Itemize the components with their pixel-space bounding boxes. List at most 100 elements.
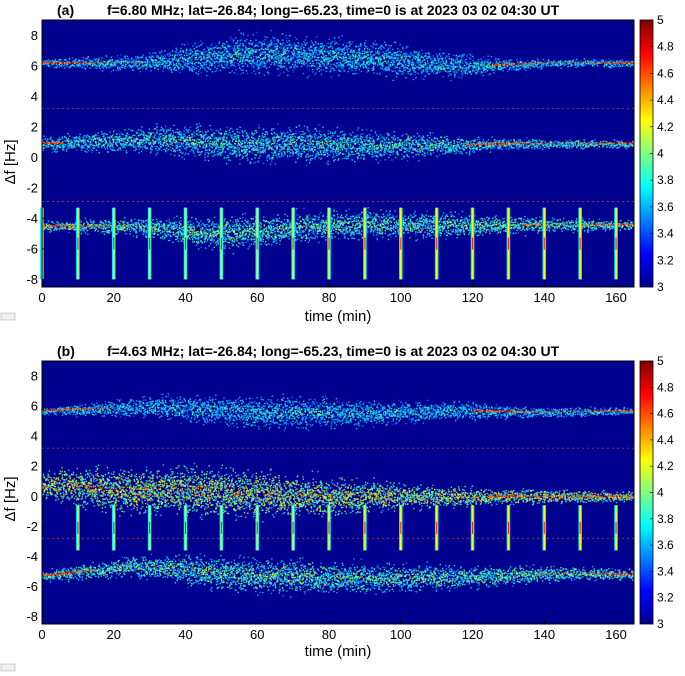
intensity-cell — [468, 64, 469, 65]
intensity-cell — [93, 139, 94, 140]
intensity-cell — [348, 62, 349, 63]
intensity-cell — [194, 155, 195, 156]
intensity-cell — [387, 67, 388, 68]
intensity-cell — [94, 137, 95, 138]
intensity-cell — [433, 63, 434, 64]
intensity-cell — [190, 49, 191, 50]
intensity-cell — [168, 129, 169, 130]
intensity-cell — [350, 55, 351, 56]
intensity-cell — [115, 61, 116, 62]
intensity-cell — [196, 141, 197, 142]
intensity-cell — [371, 51, 372, 52]
intensity-cell — [274, 46, 275, 47]
intensity-cell — [233, 54, 234, 55]
intensity-cell — [485, 69, 486, 70]
intensity-cell — [139, 144, 140, 145]
intensity-cell — [390, 55, 391, 56]
intensity-cell — [478, 59, 479, 60]
intensity-cell — [339, 65, 340, 66]
intensity-cell — [102, 141, 103, 142]
intensity-cell — [118, 149, 119, 150]
intensity-cell — [95, 59, 96, 60]
intensity-cell — [255, 40, 256, 41]
intensity-cell — [466, 62, 467, 63]
intensity-cell — [277, 48, 278, 49]
intensity-cell — [501, 61, 502, 62]
intensity-cell — [139, 67, 140, 68]
intensity-cell — [456, 58, 457, 59]
intensity-cell — [187, 140, 188, 141]
intensity-cell — [257, 62, 258, 63]
intensity-cell — [318, 49, 319, 50]
intensity-cell — [71, 145, 72, 146]
intensity-cell — [539, 67, 540, 68]
intensity-cell — [128, 65, 129, 66]
intensity-cell — [197, 73, 198, 74]
intensity-cell — [406, 48, 407, 49]
intensity-cell — [113, 131, 114, 132]
intensity-cell — [516, 67, 517, 68]
intensity-cell — [141, 133, 142, 134]
intensity-cell — [384, 42, 385, 43]
intensity-cell — [65, 144, 66, 145]
intensity-cell — [349, 41, 350, 42]
intensity-cell — [260, 55, 261, 56]
intensity-cell — [188, 129, 189, 130]
intensity-cell — [188, 54, 189, 55]
intensity-cell — [143, 54, 144, 55]
intensity-cell — [446, 68, 447, 69]
intensity-cell — [125, 58, 126, 59]
intensity-cell — [318, 68, 319, 69]
intensity-cell — [501, 70, 502, 71]
intensity-cell — [409, 61, 410, 62]
intensity-cell — [364, 53, 365, 54]
intensity-cell — [85, 58, 86, 59]
intensity-cell — [116, 70, 117, 71]
intensity-cell — [516, 65, 517, 66]
intensity-cell — [163, 145, 164, 146]
intensity-cell — [182, 138, 183, 139]
intensity-cell — [440, 71, 441, 72]
intensity-cell — [257, 68, 258, 69]
intensity-cell — [154, 65, 155, 66]
intensity-cell — [411, 54, 412, 55]
intensity-cell — [158, 69, 159, 70]
intensity-cell — [306, 36, 307, 37]
intensity-cell — [163, 64, 164, 65]
intensity-cell — [370, 46, 371, 47]
intensity-cell — [200, 40, 201, 41]
intensity-cell — [266, 49, 267, 50]
intensity-cell — [377, 52, 378, 53]
intensity-cell — [487, 74, 488, 75]
intensity-cell — [315, 47, 316, 48]
intensity-cell — [129, 136, 130, 137]
intensity-cell — [190, 62, 191, 63]
intensity-cell — [201, 43, 202, 44]
carrier-trace — [87, 62, 88, 64]
intensity-cell — [122, 139, 123, 140]
intensity-cell — [435, 60, 436, 61]
intensity-cell — [355, 54, 356, 55]
intensity-cell — [251, 72, 252, 73]
intensity-cell — [290, 35, 291, 36]
intensity-cell — [154, 52, 155, 53]
intensity-cell — [141, 151, 142, 152]
intensity-cell — [343, 49, 344, 50]
intensity-cell — [367, 54, 368, 55]
intensity-cell — [489, 74, 490, 75]
intensity-cell — [496, 62, 497, 63]
intensity-cell — [385, 50, 386, 51]
intensity-cell — [150, 67, 151, 68]
intensity-cell — [267, 71, 268, 72]
intensity-cell — [191, 135, 192, 136]
intensity-cell — [151, 149, 152, 150]
intensity-cell — [268, 59, 269, 60]
intensity-cell — [153, 144, 154, 145]
intensity-cell — [164, 140, 165, 141]
intensity-cell — [340, 62, 341, 63]
intensity-cell — [453, 68, 454, 69]
intensity-cell — [240, 49, 241, 50]
intensity-cell — [125, 64, 126, 65]
intensity-cell — [142, 65, 143, 66]
intensity-cell — [101, 66, 102, 67]
